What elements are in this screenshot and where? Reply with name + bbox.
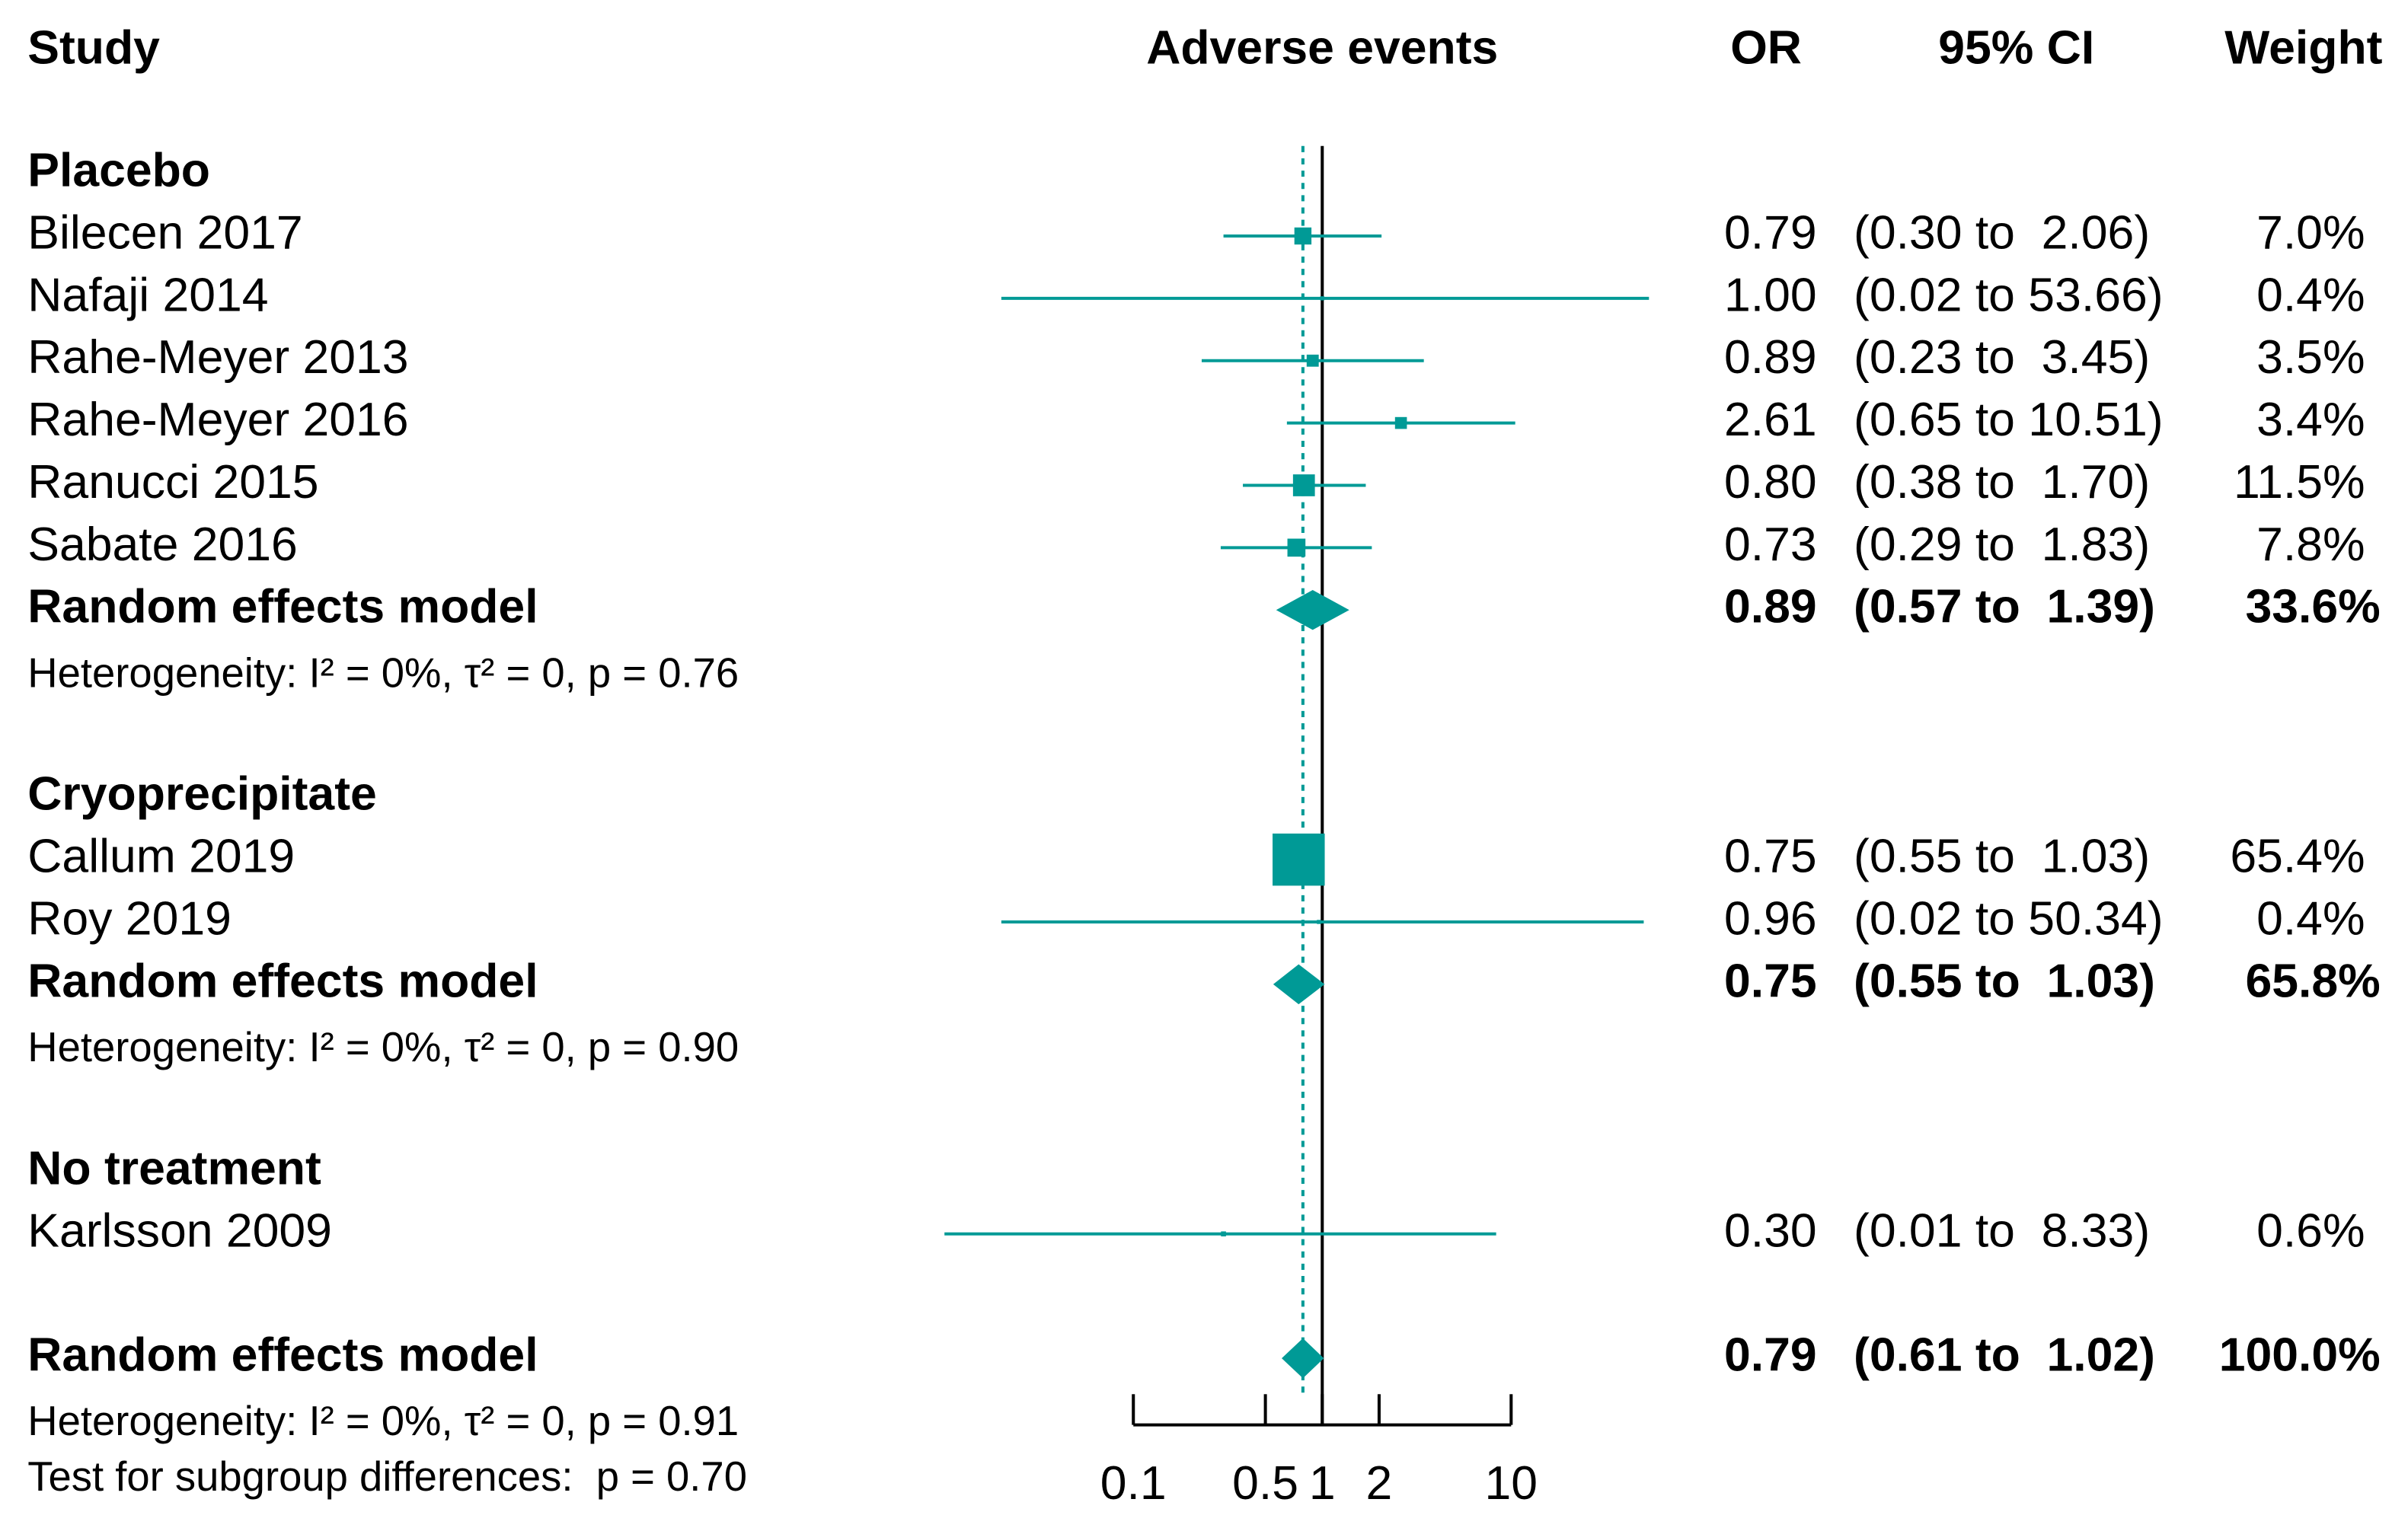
or-value: 0.75 <box>1724 830 1817 883</box>
study-square <box>1221 1231 1226 1237</box>
heterogeneity: Heterogeneity: I² = 0%, τ² = 0, p = 0.90 <box>27 1024 739 1070</box>
group-name: Placebo <box>27 144 210 197</box>
study-square <box>1394 416 1407 429</box>
header-ci: 95% CI <box>1938 21 2094 74</box>
model-name: Random effects model <box>27 1328 538 1382</box>
or-value: 0.80 <box>1724 455 1817 509</box>
ci-value: (0.55 to 1.03) <box>1854 830 2150 883</box>
or-value: 1.00 <box>1724 268 1817 321</box>
model-diamond <box>1276 590 1349 630</box>
weight-value: 100.0% <box>2219 1328 2381 1382</box>
heterogeneity: Heterogeneity: I² = 0%, τ² = 0, p = 0.91 <box>27 1398 739 1444</box>
heterogeneity: Heterogeneity: I² = 0%, τ² = 0, p = 0.76 <box>27 649 739 696</box>
weight-value: 0.4% <box>2256 892 2365 946</box>
x-tick-label: 10 <box>1485 1456 1538 1510</box>
weight-value: 65.8% <box>2245 954 2380 1007</box>
ci-value: (0.01 to 8.33) <box>1854 1204 2150 1257</box>
study-name: Karlsson 2009 <box>27 1204 332 1257</box>
ci-value: (0.61 to 1.02) <box>1854 1328 2155 1382</box>
study-name: Nafaji 2014 <box>27 268 268 321</box>
or-value: 0.89 <box>1724 330 1817 384</box>
ci-value: (0.38 to 1.70) <box>1854 455 2150 509</box>
subgroup-test: Test for subgroup differences: p = 0.70 <box>27 1453 747 1500</box>
or-value: 0.96 <box>1724 892 1817 946</box>
study-square <box>1306 354 1319 367</box>
weight-value: 0.4% <box>2256 268 2365 321</box>
weight-value: 0.6% <box>2256 1204 2365 1257</box>
study-square <box>1287 538 1306 557</box>
header-or: OR <box>1730 21 1802 74</box>
study-square <box>1292 474 1315 496</box>
header-weight: Weight <box>2224 21 2382 74</box>
header-plot: Adverse events <box>1146 21 1498 74</box>
ci-value: (0.55 to 1.03) <box>1854 954 2155 1007</box>
ci-value: (0.23 to 3.45) <box>1854 330 2150 384</box>
study-name: Callum 2019 <box>27 830 295 883</box>
or-value: 0.89 <box>1724 580 1817 633</box>
or-value: 0.79 <box>1724 1328 1817 1382</box>
weight-value: 7.0% <box>2256 206 2365 259</box>
study-name: Sabate 2016 <box>27 518 298 571</box>
x-tick-label: 0.1 <box>1100 1456 1167 1510</box>
study-square <box>1320 296 1324 301</box>
or-value: 0.73 <box>1724 518 1817 571</box>
ci-value: (0.65 to 10.51) <box>1854 393 2164 446</box>
study-name: Rahe-Meyer 2016 <box>27 393 408 446</box>
x-tick-label: 1 <box>1309 1456 1336 1510</box>
study-square <box>1273 833 1325 886</box>
study-square <box>1317 920 1321 924</box>
model-name: Random effects model <box>27 580 538 633</box>
weight-value: 65.4% <box>2230 830 2365 883</box>
weight-value: 33.6% <box>2245 580 2380 633</box>
study-name: Bilecen 2017 <box>27 206 302 259</box>
weight-value: 7.8% <box>2256 518 2365 571</box>
study-name: Rahe-Meyer 2013 <box>27 330 408 384</box>
x-tick-label: 2 <box>1366 1456 1393 1510</box>
ci-value: (0.57 to 1.39) <box>1854 580 2155 633</box>
ci-value: (0.02 to 50.34) <box>1854 892 2164 946</box>
weight-value: 3.5% <box>2256 330 2365 384</box>
model-diamond <box>1282 1338 1324 1379</box>
ci-value: (0.30 to 2.06) <box>1854 206 2150 259</box>
model-diamond <box>1273 964 1325 1005</box>
study-name: Roy 2019 <box>27 892 232 946</box>
or-value: 0.30 <box>1724 1204 1817 1257</box>
or-value: 0.79 <box>1724 206 1817 259</box>
x-tick-label: 0.5 <box>1232 1456 1298 1510</box>
weight-value: 11.5% <box>2234 455 2365 509</box>
ci-value: (0.02 to 53.66) <box>1854 268 2164 321</box>
weight-value: 3.4% <box>2256 393 2365 446</box>
or-value: 0.75 <box>1724 954 1817 1007</box>
model-name: Random effects model <box>27 954 538 1007</box>
group-name: No treatment <box>27 1141 321 1194</box>
study-name: Ranucci 2015 <box>27 455 318 509</box>
header-study: Study <box>27 21 160 74</box>
group-name: Cryoprecipitate <box>27 767 376 821</box>
ci-value: (0.29 to 1.83) <box>1854 518 2150 571</box>
or-value: 2.61 <box>1724 393 1817 446</box>
study-square <box>1294 227 1312 245</box>
